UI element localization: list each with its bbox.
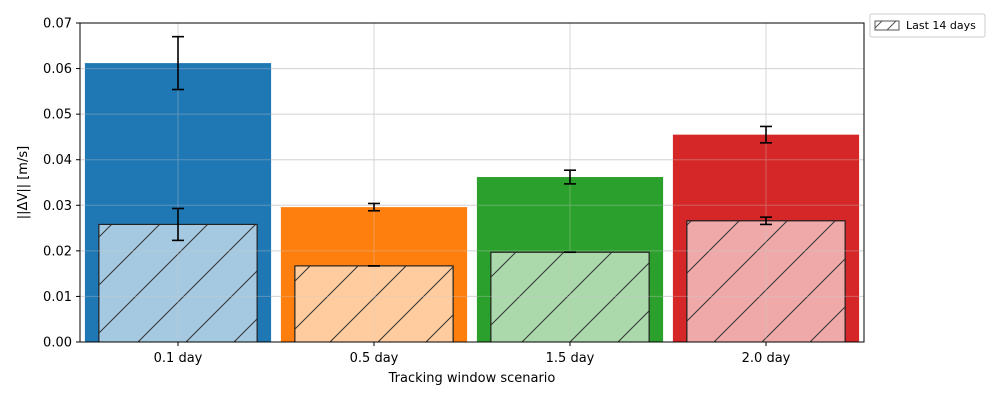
y-tick-label: 0.05	[43, 108, 72, 123]
y-tick-label: 0.07	[43, 17, 72, 32]
bar-last-14-days-hatch	[98, 223, 258, 343]
x-axis-title: Tracking window scenario	[388, 371, 556, 386]
y-tick-label: 0.01	[43, 290, 72, 305]
x-tick-label: 0.5 day	[350, 351, 399, 366]
legend-box	[869, 13, 986, 38]
plot-frame	[79, 22, 865, 343]
bar-last-14-days-hatch	[686, 220, 846, 343]
x-tick-label: 2.0 day	[742, 351, 791, 366]
y-tick-label: 0.04	[43, 153, 72, 168]
bars	[80, 22, 864, 343]
y-tick-label: 0.03	[43, 199, 72, 214]
x-tick-label: 1.5 day	[546, 351, 595, 366]
y-tick-label: 0.00	[43, 336, 72, 351]
axes: 0.00 0.01 0.02 0.03 0.04 0.05 0.06 0.07 0.1 day 0…	[43, 17, 791, 367]
y-tick-label: 0.06	[43, 62, 72, 77]
legend-swatch-hatch	[874, 20, 897, 31]
y-tick-label: 0.02	[43, 244, 72, 259]
x-tick-label: 0.1 day	[154, 351, 203, 366]
error-bars	[172, 35, 772, 267]
legend: Last 14 days	[869, 13, 986, 38]
legend-swatch	[874, 20, 900, 31]
legend-label: Last 14 days	[906, 19, 976, 32]
y-axis-title: ||ΔV|| [m/s]	[16, 146, 31, 219]
bar-last-14-days-hatch	[294, 265, 454, 343]
